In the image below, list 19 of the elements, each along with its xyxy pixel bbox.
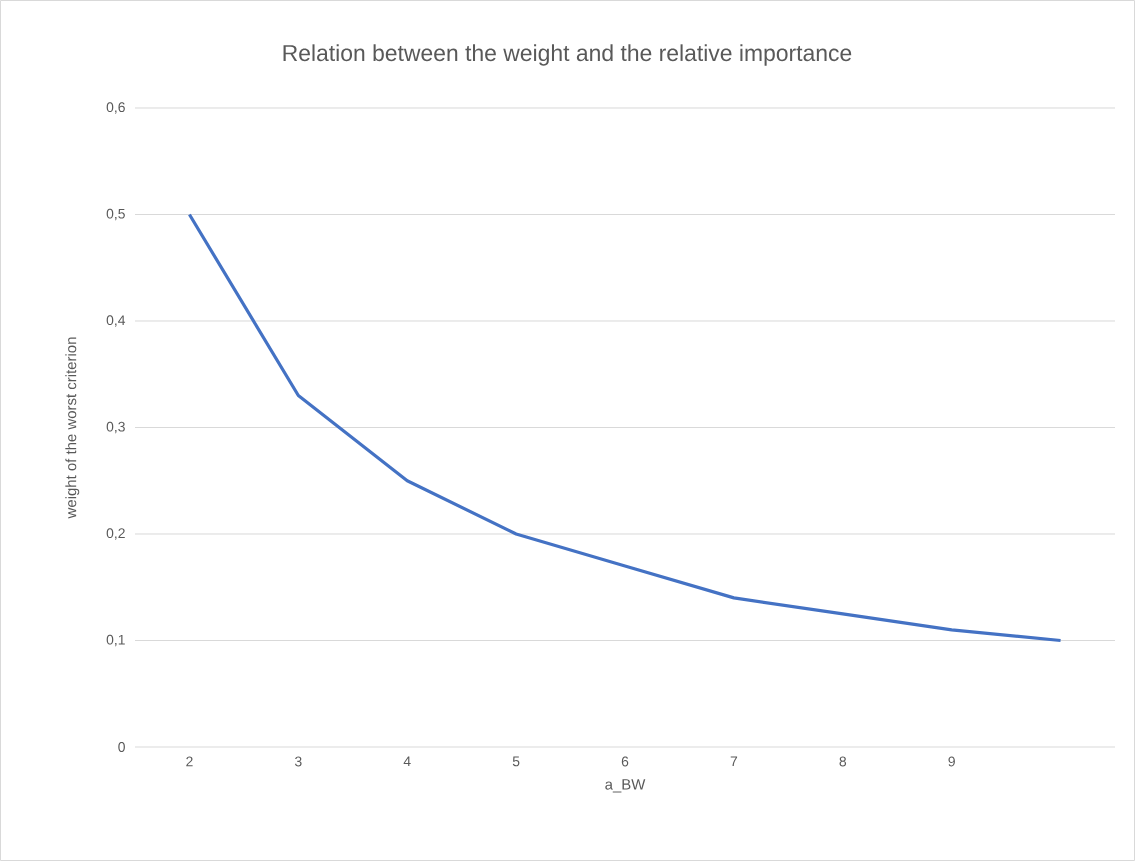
y-tick-label: 0,1	[106, 634, 125, 647]
y-axis-title: weight of the worst criterion	[65, 337, 80, 519]
x-tick-label: 6	[621, 756, 629, 767]
line-series	[187, 212, 1063, 643]
y-tick-label: 0,2	[106, 528, 125, 540]
y-tick-label: 0,5	[106, 208, 125, 221]
y-tick-label: 0,6	[106, 102, 125, 114]
x-tick-label: 9	[948, 756, 955, 767]
x-axis-title: a_BW	[605, 779, 646, 793]
x-tick-label: 7	[730, 756, 738, 767]
x-tick-label: 3	[294, 756, 302, 767]
y-tick-label: 0	[118, 742, 125, 752]
x-tick-label: 5	[512, 756, 520, 767]
y-tick-label: 0,3	[106, 421, 125, 434]
x-tick-label: 2	[186, 756, 193, 767]
x-tick-label: 8	[839, 756, 847, 767]
chart-title: Relation between the weight and the relative importance	[283, 44, 852, 66]
x-tick-label: 4	[403, 756, 411, 767]
y-tick-label: 0,4	[106, 315, 126, 327]
